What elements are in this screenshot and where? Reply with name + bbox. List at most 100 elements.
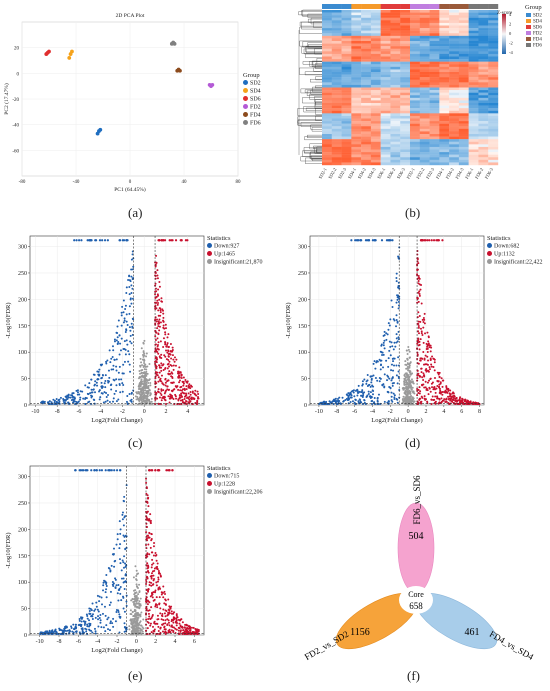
- heatmap-cell: [488, 134, 499, 137]
- volcano-point-down: [102, 581, 105, 584]
- heatmap-cell: [429, 48, 440, 52]
- volcano-point-down: [365, 380, 368, 383]
- heatmap-cell: [331, 152, 342, 155]
- heatmap-cell: [449, 12, 460, 16]
- heatmap-cell: [400, 38, 411, 42]
- heatmap-cell: [390, 141, 401, 145]
- volcano-point-insignificant: [409, 370, 412, 373]
- heatmap-cell: [478, 56, 489, 60]
- volcano-point-down: [386, 401, 389, 404]
- heatmap-cell: [458, 123, 469, 127]
- heatmap-cell: [380, 134, 391, 137]
- heatmap-cell: [351, 20, 362, 24]
- volcano-point-up: [146, 494, 149, 497]
- volcano-point-down: [130, 302, 133, 305]
- heatmap-cell: [400, 17, 411, 21]
- volcano-point-down: [129, 329, 132, 332]
- volcano-point-down: [119, 532, 122, 535]
- volcano-point-up: [425, 370, 428, 373]
- volcano-point-down: [105, 391, 108, 394]
- volcano-point-down: [71, 394, 74, 397]
- volcano-point-up: [146, 500, 149, 503]
- volcano-point-up: [422, 372, 425, 375]
- heatmap-cell: [419, 74, 430, 78]
- heatmap-cell: [410, 105, 420, 109]
- heatmap-cell: [439, 110, 450, 114]
- volcano-point-up: [165, 345, 168, 348]
- heatmap-cell: [351, 53, 362, 57]
- volcano-point-up: [465, 402, 468, 405]
- volcano-point-up: [170, 620, 173, 623]
- heatmap-cell: [380, 162, 391, 166]
- volcano-point-down: [48, 632, 51, 635]
- volcano-point-up: [180, 389, 183, 392]
- volcano-point-down: [125, 400, 128, 403]
- volcano-point-down: [117, 319, 120, 322]
- heatmap-cell: [478, 53, 489, 57]
- volcano-point-down: [93, 373, 96, 376]
- volcano-point-insignificant: [408, 375, 411, 378]
- volcano-y-tick: 200: [18, 527, 27, 533]
- heatmap-cell: [439, 53, 450, 57]
- heatmap-cell: [429, 12, 440, 16]
- volcano-point-insignificant: [142, 342, 145, 345]
- volcano-point-down: [100, 381, 103, 384]
- volcano-point-down: [63, 629, 66, 632]
- heatmap-cell: [458, 146, 469, 150]
- volcano-point-up: [170, 357, 173, 360]
- volcano-point-insignificant: [134, 625, 137, 628]
- heatmap-dendrogram-branch: [316, 146, 322, 154]
- heatmap-cell: [322, 15, 332, 18]
- heatmap-cell: [361, 110, 372, 114]
- heatmap-cell: [370, 48, 381, 52]
- volcano-point-down-capped: [80, 239, 83, 242]
- volcano-point-down: [122, 607, 125, 610]
- heatmap-cell: [478, 41, 489, 44]
- volcano-point-up: [157, 325, 160, 328]
- volcano-point-down: [379, 368, 382, 371]
- volcano-point-up: [171, 376, 174, 379]
- volcano-point-up: [159, 392, 162, 395]
- heatmap-cell: [400, 126, 411, 130]
- heatmap-group-bar: [458, 4, 469, 9]
- volcano-point-up: [147, 496, 150, 499]
- heatmap-cell: [458, 41, 469, 44]
- volcano-point-down: [123, 360, 126, 363]
- volcano-point-up: [417, 282, 420, 285]
- volcano-point-up: [166, 351, 169, 354]
- volcano-point-up: [438, 376, 441, 379]
- volcano-point-up: [166, 385, 169, 388]
- heatmap-cell: [478, 118, 489, 122]
- heatmap-dendrogram-branch: [313, 67, 322, 72]
- volcano-point-insignificant: [133, 619, 136, 622]
- volcano-point-up: [154, 343, 157, 346]
- heatmap-group-bar: [468, 4, 479, 9]
- volcano-point-up: [445, 400, 448, 403]
- heatmap-dendrogram-branch: [304, 136, 322, 140]
- volcano-point-up: [430, 365, 433, 368]
- volcano-point-up: [464, 398, 467, 401]
- heatmap-cell: [331, 77, 342, 80]
- volcano-point-up: [170, 612, 173, 615]
- volcano-point-up: [416, 377, 419, 380]
- heatmap-cell: [331, 22, 342, 26]
- heatmap-dendrogram-branch: [309, 93, 322, 100]
- heatmap-cell: [429, 131, 440, 135]
- heatmap-cell: [439, 108, 450, 111]
- heatmap-cell: [380, 25, 391, 29]
- volcano-point-insignificant: [142, 618, 145, 621]
- volcano-point-insignificant: [134, 617, 137, 620]
- heatmap-cell: [439, 113, 450, 117]
- volcano-point-up: [168, 360, 171, 363]
- volcano-point-down: [109, 590, 112, 593]
- volcano-point-down: [86, 386, 89, 389]
- volcano-point-up: [156, 580, 159, 583]
- heatmap-cell: [341, 66, 352, 70]
- volcano-point-insignificant: [411, 396, 414, 399]
- volcano-point-up: [192, 626, 195, 629]
- heatmap-cell: [341, 53, 352, 57]
- heatmap-cell: [361, 48, 372, 52]
- heatmap-cell: [341, 92, 352, 96]
- heatmap-cell: [390, 51, 401, 55]
- heatmap-cell: [351, 105, 362, 109]
